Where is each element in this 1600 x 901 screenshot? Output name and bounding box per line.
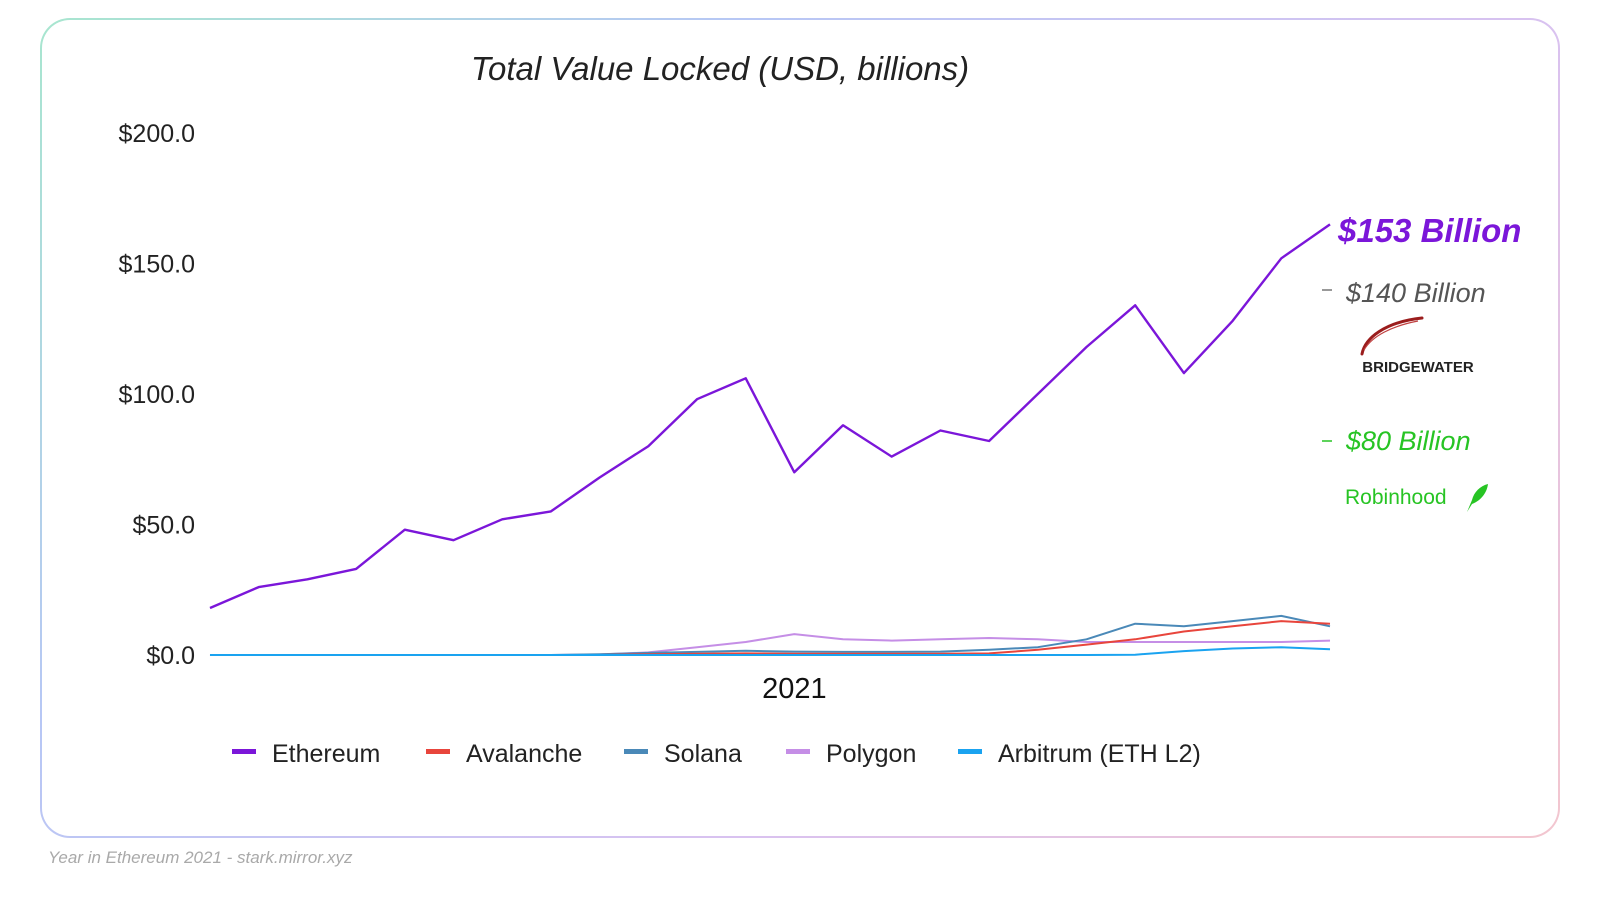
series-arbitrum-eth-l2 bbox=[209, 646, 1331, 656]
chart-card bbox=[40, 18, 1560, 838]
y-tick-label: $200.0 bbox=[119, 120, 195, 148]
legend-swatch bbox=[786, 749, 810, 754]
legend-label: Avalanche bbox=[466, 740, 582, 768]
eth-total-annotation: $153 Billion bbox=[1337, 212, 1521, 249]
legend-item: Arbitrum (ETH L2) bbox=[958, 740, 1201, 768]
chart-title: Total Value Locked (USD, billions) bbox=[471, 50, 969, 87]
robinhood-value-annotation: $80 Billion bbox=[1345, 426, 1471, 456]
feather-icon bbox=[1467, 484, 1488, 512]
legend-swatch bbox=[232, 749, 256, 754]
legend-item: Solana bbox=[624, 740, 742, 768]
y-axis: $0.0 $50.0 $100.0 $150.0 $200.0 bbox=[119, 120, 195, 670]
series-ethereum bbox=[209, 223, 1331, 610]
bridgewater-logo: BRIDGEWATER bbox=[1360, 316, 1474, 376]
robinhood-logo: Robinhood bbox=[1345, 484, 1488, 512]
y-tick-label: $0.0 bbox=[146, 642, 195, 670]
legend-item: Polygon bbox=[786, 740, 916, 768]
x-tick-label: 2021 bbox=[762, 673, 827, 705]
legend-item: Avalanche bbox=[426, 740, 582, 768]
legend-swatch bbox=[958, 749, 982, 754]
legend-label: Solana bbox=[664, 740, 742, 768]
legend-label: Ethereum bbox=[272, 740, 380, 768]
series-line bbox=[210, 646, 1331, 656]
legend-item: Ethereum bbox=[232, 740, 380, 768]
y-tick-label: $150.0 bbox=[119, 251, 195, 279]
bridgewater-value-annotation: $140 Billion bbox=[1345, 278, 1486, 308]
series-layer bbox=[209, 223, 1331, 656]
footer-credit: Year in Ethereum 2021 - stark.mirror.xyz bbox=[48, 848, 353, 867]
x-axis: 2021 bbox=[762, 673, 827, 705]
series-line bbox=[209, 223, 1331, 610]
legend-swatch bbox=[624, 749, 648, 754]
legend-swatch bbox=[426, 749, 450, 754]
chart-legend: Ethereum Avalanche Solana Polygon Arbitrum (… bbox=[232, 740, 1201, 768]
y-tick-label: $100.0 bbox=[119, 381, 195, 409]
y-tick-label: $50.0 bbox=[132, 512, 195, 540]
legend-label: Arbitrum (ETH L2) bbox=[998, 740, 1201, 768]
bridgewater-logo-text: BRIDGEWATER bbox=[1362, 359, 1474, 376]
legend-label: Polygon bbox=[826, 740, 916, 768]
robinhood-logo-text: Robinhood bbox=[1345, 486, 1447, 509]
